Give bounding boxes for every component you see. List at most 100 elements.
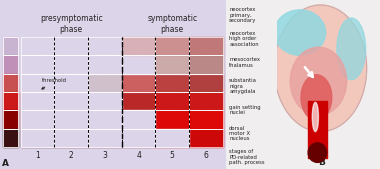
- Bar: [3, 55, 18, 74]
- Bar: [54, 37, 88, 55]
- Bar: [3, 92, 18, 110]
- Text: 5: 5: [170, 151, 175, 160]
- Bar: [122, 37, 155, 55]
- Bar: [155, 110, 189, 129]
- Bar: [54, 92, 88, 110]
- Bar: [21, 92, 54, 110]
- Bar: [21, 129, 54, 147]
- Bar: [122, 129, 155, 147]
- Bar: [21, 55, 54, 74]
- Bar: [189, 37, 223, 55]
- Bar: [3, 110, 18, 129]
- Text: stages of
PD-related
path. process: stages of PD-related path. process: [229, 149, 265, 165]
- Bar: [21, 74, 54, 92]
- Ellipse shape: [301, 75, 332, 120]
- Ellipse shape: [290, 47, 347, 115]
- Bar: [21, 37, 54, 55]
- Text: gain setting
nuclei: gain setting nuclei: [229, 105, 261, 115]
- Bar: [21, 74, 54, 92]
- Text: dorsal
motor X
nucleus: dorsal motor X nucleus: [229, 126, 250, 141]
- Bar: [122, 92, 155, 110]
- Bar: [88, 92, 122, 110]
- Bar: [3, 74, 18, 92]
- Text: substantia
nigra
amygdala: substantia nigra amygdala: [229, 78, 257, 94]
- Bar: [88, 74, 122, 92]
- Bar: [21, 74, 54, 92]
- Ellipse shape: [308, 143, 327, 162]
- Bar: [189, 92, 223, 110]
- Text: neocortex
high order
association: neocortex high order association: [229, 31, 259, 47]
- Bar: [189, 129, 223, 147]
- Ellipse shape: [274, 10, 326, 55]
- Bar: [54, 74, 88, 92]
- Bar: [21, 55, 54, 74]
- Bar: [54, 55, 88, 74]
- Bar: [122, 55, 155, 74]
- Bar: [122, 74, 155, 92]
- Bar: [155, 92, 189, 110]
- Bar: [122, 110, 155, 129]
- Bar: [155, 55, 189, 74]
- Bar: [189, 92, 223, 110]
- Bar: [155, 92, 189, 110]
- Bar: [88, 110, 122, 129]
- Text: 1: 1: [35, 151, 40, 160]
- Text: B: B: [318, 158, 325, 167]
- Bar: [155, 74, 189, 92]
- Bar: [54, 55, 88, 74]
- Bar: [3, 92, 18, 110]
- Bar: [189, 37, 223, 55]
- Text: mesocortex
thalamus: mesocortex thalamus: [229, 57, 260, 68]
- Bar: [122, 110, 155, 129]
- Bar: [122, 92, 155, 110]
- Ellipse shape: [274, 5, 367, 131]
- Ellipse shape: [337, 18, 366, 80]
- Bar: [155, 110, 189, 129]
- Bar: [155, 74, 189, 92]
- Bar: [3, 129, 18, 147]
- Bar: [54, 129, 88, 147]
- Text: neocortex
primary,
secondary: neocortex primary, secondary: [229, 7, 256, 23]
- Bar: [88, 92, 122, 110]
- Text: threshold: threshold: [42, 78, 67, 89]
- Bar: [88, 129, 122, 147]
- Bar: [54, 74, 88, 92]
- Bar: [189, 74, 223, 92]
- Bar: [54, 129, 88, 147]
- Bar: [189, 129, 223, 147]
- Bar: [88, 110, 122, 129]
- Bar: [21, 129, 54, 147]
- Bar: [3, 74, 18, 92]
- Text: 4: 4: [136, 151, 141, 160]
- Text: 2: 2: [69, 151, 74, 160]
- Bar: [189, 110, 223, 129]
- Bar: [21, 92, 54, 110]
- Bar: [21, 110, 54, 129]
- Bar: [122, 129, 155, 147]
- Bar: [155, 129, 189, 147]
- Bar: [122, 74, 155, 92]
- Bar: [3, 37, 18, 55]
- Bar: [122, 55, 155, 74]
- Bar: [189, 110, 223, 129]
- Bar: [155, 37, 189, 55]
- Bar: [21, 110, 54, 129]
- Bar: [54, 74, 88, 92]
- Bar: [54, 110, 88, 129]
- Bar: [54, 92, 88, 110]
- Bar: [88, 110, 122, 129]
- Bar: [3, 37, 18, 55]
- Bar: [21, 55, 54, 74]
- Bar: [189, 74, 223, 92]
- Bar: [3, 55, 18, 74]
- Bar: [54, 110, 88, 129]
- Text: 3: 3: [103, 151, 108, 160]
- Bar: [189, 55, 223, 74]
- Bar: [122, 129, 155, 147]
- Bar: [3, 110, 18, 129]
- Bar: [21, 37, 54, 55]
- Bar: [21, 110, 54, 129]
- Bar: [155, 37, 189, 55]
- Bar: [54, 129, 88, 147]
- Bar: [21, 129, 54, 147]
